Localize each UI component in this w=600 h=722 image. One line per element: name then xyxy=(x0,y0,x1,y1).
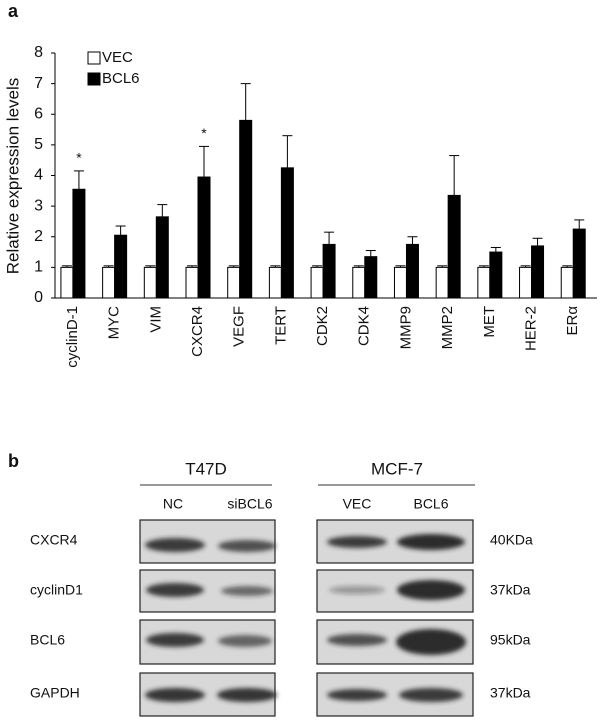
band xyxy=(397,580,465,600)
y-axis-label: Relative expression levels xyxy=(3,78,22,275)
bar xyxy=(572,228,586,299)
size-label: 37kDa xyxy=(490,582,531,598)
x-tick-label: CDK2 xyxy=(314,306,331,346)
band xyxy=(146,583,204,597)
legend-swatch xyxy=(87,51,101,65)
bar xyxy=(155,216,169,299)
bar xyxy=(352,266,366,299)
bar xyxy=(405,243,419,299)
x-tick-label: ERα xyxy=(564,306,581,336)
x-tick-label: MMP9 xyxy=(397,306,414,349)
x-tick-label: MET xyxy=(481,306,498,338)
bar xyxy=(72,188,86,299)
bar xyxy=(447,194,461,299)
y-tick-label: 7 xyxy=(34,75,43,92)
band xyxy=(217,688,277,702)
bar xyxy=(60,266,74,299)
bar xyxy=(477,266,491,299)
bar xyxy=(435,266,449,299)
legend-swatch xyxy=(87,72,101,86)
bar xyxy=(239,119,253,299)
bar xyxy=(322,243,336,299)
bar xyxy=(280,167,294,299)
row-label: cyclinD1 xyxy=(30,582,83,598)
row-label: CXCR4 xyxy=(30,532,78,548)
band xyxy=(399,688,463,702)
legend-label: VEC xyxy=(102,49,133,66)
band xyxy=(327,634,387,646)
band xyxy=(145,688,205,702)
bar xyxy=(489,251,503,299)
column-label: NC xyxy=(163,496,183,512)
row-label: BCL6 xyxy=(30,632,65,648)
column-label: siBCL6 xyxy=(227,496,272,512)
band xyxy=(218,635,272,647)
group-label: T47D xyxy=(185,459,227,478)
x-tick-label: HER-2 xyxy=(523,306,540,351)
blot-panel xyxy=(139,484,475,717)
band xyxy=(397,534,465,550)
legend-label: BCL6 xyxy=(102,70,140,87)
band xyxy=(146,633,204,647)
bar xyxy=(185,266,199,299)
bar xyxy=(519,266,533,299)
bar xyxy=(393,266,407,299)
bar xyxy=(364,256,378,299)
y-tick-label: 4 xyxy=(34,167,43,184)
column-label: VEC xyxy=(343,496,372,512)
size-label: 37kDa xyxy=(490,685,531,701)
x-tick-label: MMP2 xyxy=(439,306,456,349)
y-tick-label: 6 xyxy=(34,105,43,122)
size-label: 95kDa xyxy=(490,632,531,648)
y-tick-label: 0 xyxy=(34,289,43,306)
size-label: 40KDa xyxy=(490,532,533,548)
bar xyxy=(268,266,282,299)
x-tick-label: CXCR4 xyxy=(189,306,206,357)
x-tick-label: TERT xyxy=(272,306,289,345)
band xyxy=(329,586,385,594)
annotation: * xyxy=(76,150,82,166)
y-tick-label: 5 xyxy=(34,136,43,153)
bar xyxy=(114,234,128,299)
band xyxy=(145,538,205,552)
bar xyxy=(227,266,241,299)
x-tick-label: cyclinD-1 xyxy=(64,306,81,368)
bar xyxy=(102,266,116,299)
band xyxy=(218,540,276,552)
band xyxy=(396,629,466,655)
x-tick-label: VIM xyxy=(147,306,164,333)
y-tick-label: 8 xyxy=(34,44,43,61)
bar xyxy=(310,266,324,299)
row-label: GAPDH xyxy=(30,685,80,701)
bar xyxy=(531,245,545,299)
panel-label: a xyxy=(8,1,19,21)
x-tick-label: VEGF xyxy=(231,306,248,347)
column-label: BCL6 xyxy=(413,496,448,512)
group-label: MCF-7 xyxy=(371,459,423,478)
band xyxy=(327,536,387,548)
bar xyxy=(197,176,211,299)
x-tick-label: CDK4 xyxy=(356,306,373,346)
x-tick-label: MYC xyxy=(106,306,123,340)
y-tick-label: 1 xyxy=(34,259,43,276)
bar xyxy=(143,266,157,299)
y-tick-label: 3 xyxy=(34,197,43,214)
bar xyxy=(560,266,574,299)
band xyxy=(327,689,387,701)
band xyxy=(221,586,273,596)
y-tick-label: 2 xyxy=(34,228,43,245)
panel-label: b xyxy=(8,451,19,471)
annotation: * xyxy=(201,125,207,141)
